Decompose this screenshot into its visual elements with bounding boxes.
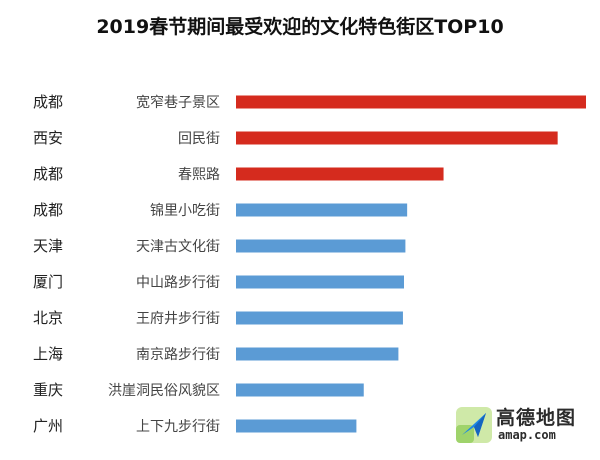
- chart-title: 2019春节期间最受欢迎的文化特色街区TOP10: [96, 16, 504, 38]
- bar: [236, 239, 406, 253]
- bar: [236, 95, 586, 109]
- street-label: 王府井步行街: [136, 311, 220, 327]
- bar: [236, 347, 399, 361]
- amap-logo-icon: [456, 407, 492, 443]
- bars-group: [236, 95, 586, 433]
- city-label: 北京: [33, 309, 63, 327]
- bar: [236, 131, 558, 145]
- street-label: 宽窄巷子景区: [136, 94, 220, 111]
- amap-logo: 高德地图 amap.com: [454, 403, 594, 453]
- bar: [236, 167, 444, 181]
- bar: [236, 383, 364, 397]
- bar: [236, 203, 408, 217]
- city-label: 成都: [33, 201, 63, 219]
- street-label: 洪崖洞民俗风貌区: [108, 383, 220, 399]
- city-label: 成都: [33, 93, 63, 111]
- street-label: 中山路步行街: [136, 275, 220, 291]
- street-label: 南京路步行街: [136, 347, 220, 363]
- bar: [236, 275, 404, 289]
- logo-url: amap.com: [498, 428, 556, 442]
- street-label: 上下九步行街: [136, 419, 220, 435]
- bar: [236, 419, 357, 433]
- street-label: 回民街: [178, 131, 220, 147]
- city-label: 广州: [33, 417, 63, 435]
- city-label: 成都: [33, 165, 63, 183]
- street-label: 锦里小吃街: [150, 202, 220, 219]
- city-label: 西安: [33, 129, 63, 147]
- bar: [236, 311, 403, 325]
- logo-name: 高德地图: [496, 407, 577, 429]
- street-label: 春熙路: [178, 167, 220, 183]
- city-label: 天津: [33, 237, 63, 255]
- street-label: 天津古文化街: [136, 239, 220, 255]
- city-label: 重庆: [33, 381, 63, 399]
- city-label: 上海: [33, 345, 63, 363]
- city-label: 厦门: [33, 273, 63, 291]
